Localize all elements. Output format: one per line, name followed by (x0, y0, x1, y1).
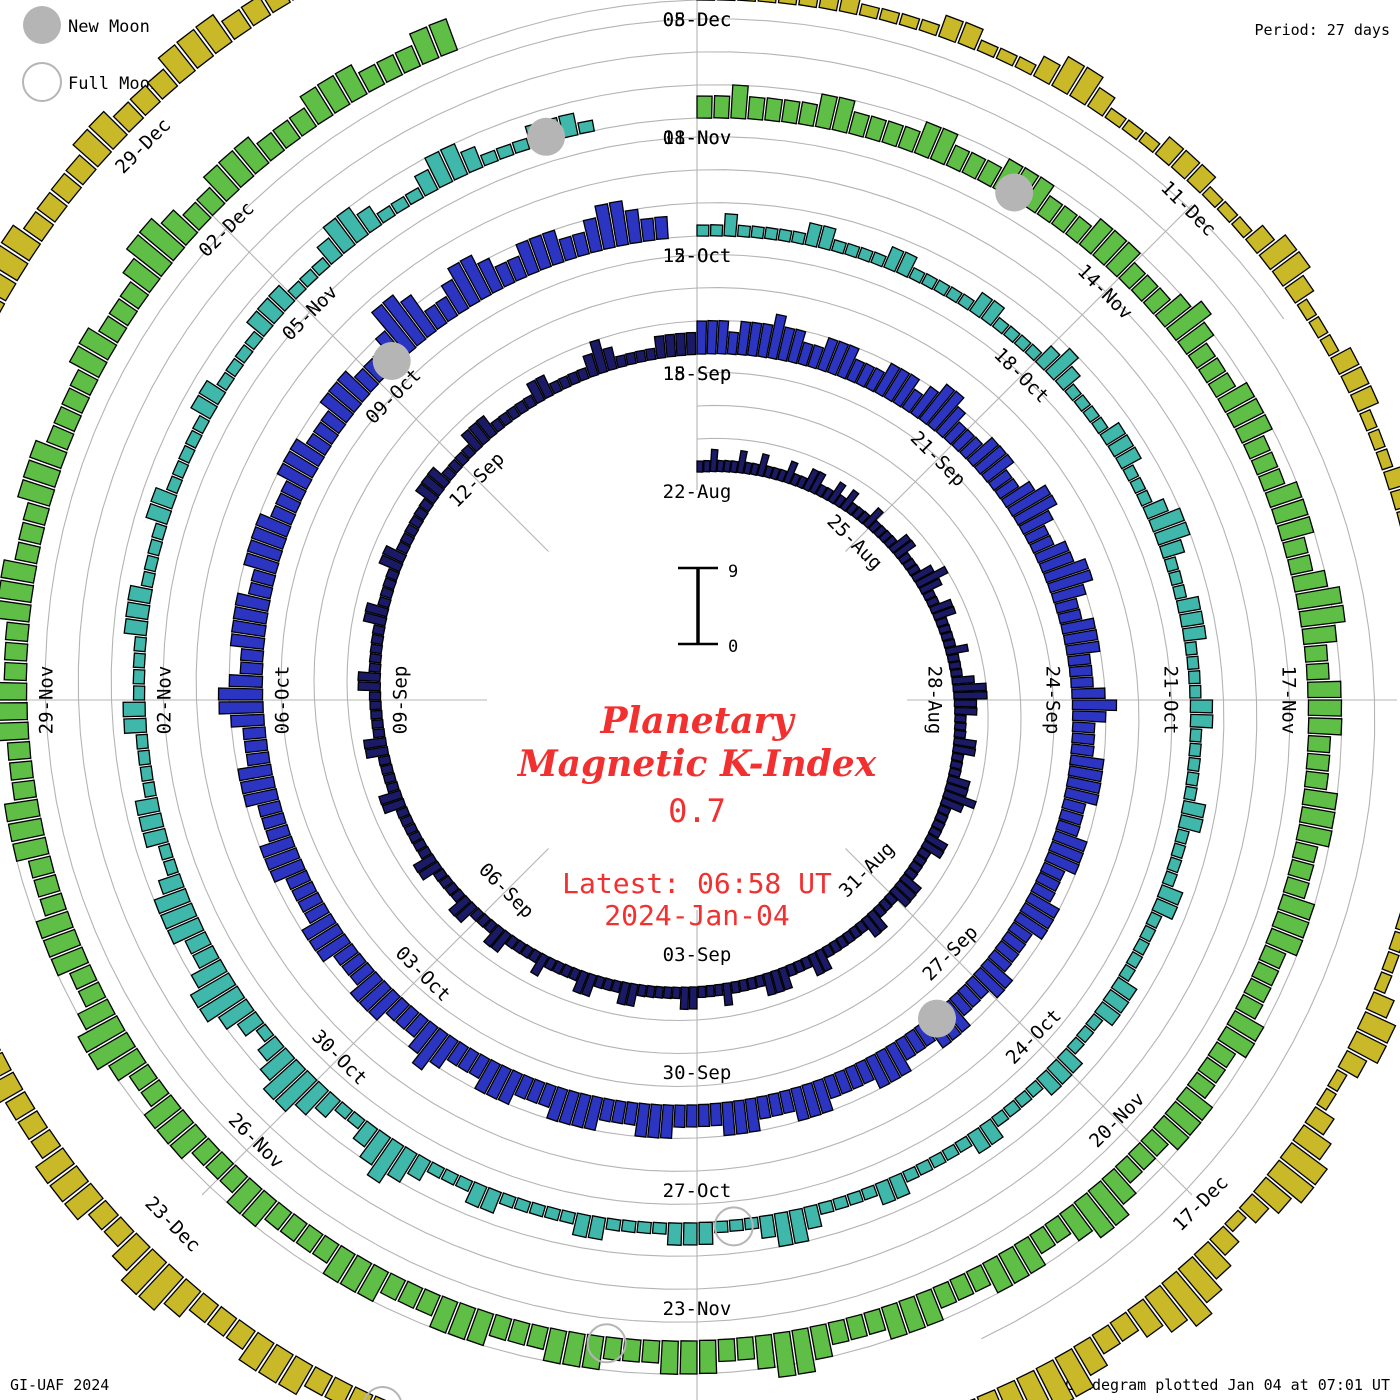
legend-new-moon-label: New Moon (68, 17, 150, 37)
date-tick-label: 12-Oct (663, 245, 732, 267)
date-tick-label: 03-Sep (663, 944, 732, 966)
date-tick-label: 11-Nov (663, 127, 732, 149)
latest-date: 2024-Jan-04 (604, 899, 789, 932)
date-tick-label: 15-Sep (663, 363, 732, 385)
date-tick-label: 09-Sep (390, 666, 412, 735)
date-tick-label: 14-Dec (1396, 666, 1400, 735)
center-scale-bar: 9 0 (678, 562, 738, 657)
date-tick-label: 22-Aug (663, 481, 732, 503)
date-tick-label: 18-Sep (663, 363, 732, 385)
date-tick-label: 02-Nov (154, 666, 176, 735)
latest-time: Latest: 06:58 UT (562, 867, 832, 900)
credit-left: GI-UAF 2024 (10, 1376, 109, 1394)
legend-full-moon-label: Full Moon (68, 74, 160, 94)
credit-right: Condegram plotted Jan 04 at 07:01 UT (1065, 1376, 1390, 1394)
full-moon-icon (22, 62, 62, 102)
legend: New Moon Full Moon (22, 6, 160, 102)
new-moon-icon (23, 6, 61, 44)
date-tick-label: 23-Nov (663, 1298, 732, 1320)
date-tick-label: 06-Oct (272, 666, 294, 735)
moon-markers (363, 117, 1034, 1400)
scale-bottom-label: 0 (728, 637, 738, 657)
date-tick-label: 21-Oct (1160, 666, 1182, 735)
date-tick-label: 28-Aug (924, 666, 946, 735)
date-tick-label: 24-Sep (1042, 666, 1064, 735)
current-value: 0.7 (668, 792, 726, 830)
date-tick-label: 08-Nov (663, 127, 732, 149)
date-tick-label: 29-Nov (36, 666, 58, 735)
chart-title-line2: Magnetic K-Index (516, 743, 877, 785)
date-tick-label: 27-Oct (663, 1180, 732, 1202)
scale-top-label: 9 (728, 562, 738, 582)
center-text-block: Planetary Magnetic K-Index 0.7 Latest: 0… (516, 700, 877, 932)
date-tick-label: 30-Sep (663, 1062, 732, 1084)
chart-title-line1: Planetary (600, 700, 796, 742)
date-tick-label: 15-Oct (663, 245, 732, 267)
date-tick-label: 08-Dec (663, 9, 732, 31)
period-label: Period: 27 days (1255, 21, 1390, 39)
date-tick-label: 05-Dec (663, 9, 732, 31)
date-tick-label: 17-Nov (1278, 666, 1300, 735)
